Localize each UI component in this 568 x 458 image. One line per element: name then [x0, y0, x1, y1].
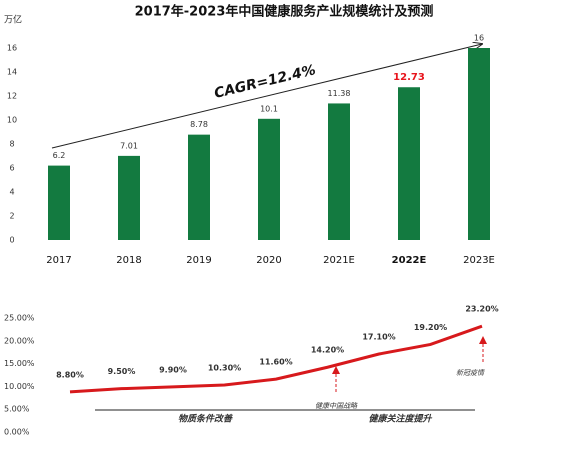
x-tick-label: 2019	[186, 255, 211, 266]
y-tick-label: 12	[7, 92, 17, 101]
y-tick-label: 15.00%	[4, 359, 35, 368]
y-tick-label: 2	[9, 212, 14, 221]
cagr-label: CAGR=12.4%	[213, 62, 318, 102]
y-tick-label: 0.00%	[4, 428, 30, 437]
value-label: 14.20%	[311, 346, 344, 355]
bar	[258, 118, 280, 240]
bar	[468, 48, 490, 240]
value-label: 10.1	[260, 104, 278, 113]
x-tick-label: 2022E	[392, 255, 427, 266]
value-label: 9.50%	[108, 367, 136, 376]
value-label: 11.60%	[259, 358, 292, 367]
y-axis-label: 万亿	[4, 14, 22, 26]
x-tick-label: 2023E	[463, 255, 495, 266]
value-label: 8.78	[190, 120, 208, 129]
cagr-arrow	[51, 44, 482, 149]
x-tick-label: 2018	[116, 255, 141, 266]
value-label: 7.01	[120, 141, 138, 150]
y-tick-label: 16	[7, 44, 17, 53]
annotation: 新冠疫情	[456, 369, 485, 377]
y-tick-label: 10.00%	[4, 382, 35, 391]
bar	[188, 134, 210, 240]
annotation: 健康中国战略	[315, 402, 358, 410]
value-label: 11.38	[328, 89, 351, 98]
y-tick-label: 8	[9, 140, 14, 149]
phase-label: 物质条件改善	[178, 414, 233, 425]
bar	[328, 103, 350, 240]
value-label: 6.2	[53, 151, 66, 160]
bar	[398, 87, 420, 241]
value-label: 9.90%	[159, 365, 187, 374]
value-label: 16	[474, 34, 484, 43]
bar	[118, 155, 140, 240]
phase-label: 健康关注度提升	[368, 414, 432, 425]
y-tick-label: 4	[9, 188, 14, 197]
y-tick-label: 25.00%	[4, 314, 35, 323]
y-tick-label: 0	[9, 236, 14, 245]
bar	[48, 165, 70, 240]
line	[69, 324, 483, 394]
y-tick-label: 20.00%	[4, 336, 35, 345]
value-label: 8.80%	[56, 370, 84, 379]
y-tick-label: 10	[7, 116, 17, 125]
y-tick-label: 6	[9, 164, 14, 173]
value-label: 12.73	[393, 72, 425, 83]
value-label: 10.30%	[208, 364, 241, 373]
value-label: 23.20%	[465, 305, 498, 314]
y-tick-label: 14	[7, 68, 17, 77]
value-label: 17.10%	[362, 333, 395, 342]
y-tick-label: 5.00%	[4, 405, 30, 414]
x-tick-label: 2021E	[323, 255, 355, 266]
value-label: 19.20%	[414, 323, 447, 332]
x-tick-label: 2017	[46, 255, 71, 266]
chart-title: 2017年-2023年中国健康服务产业规模统计及预测	[135, 4, 434, 20]
x-tick-label: 2020	[256, 255, 281, 266]
